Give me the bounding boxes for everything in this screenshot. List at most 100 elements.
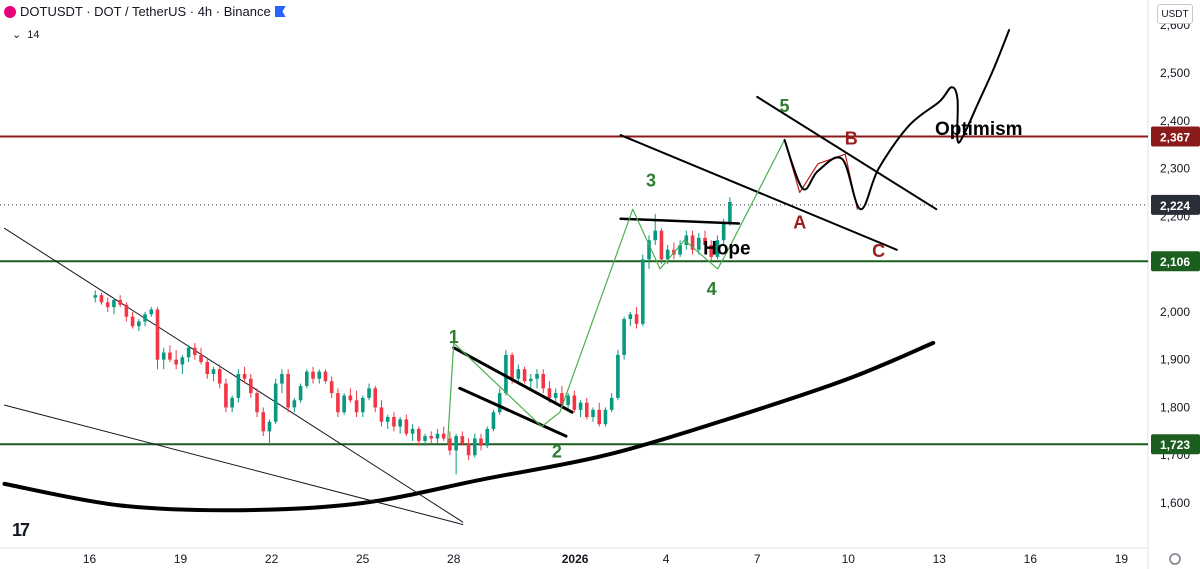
tradingview-logo-icon[interactable]: 17 <box>12 520 30 540</box>
candle-body[interactable] <box>460 436 465 444</box>
candle-body[interactable] <box>553 393 558 398</box>
candle-body[interactable] <box>616 354 620 398</box>
candle-body[interactable] <box>236 374 241 398</box>
chevron-down-icon[interactable]: ⌄ <box>12 29 22 41</box>
candle-body[interactable] <box>130 316 135 327</box>
candle-body[interactable] <box>591 409 595 417</box>
candle-body[interactable] <box>224 383 228 408</box>
candle-body[interactable] <box>466 443 471 456</box>
candle-body[interactable] <box>603 409 608 425</box>
candle-body[interactable] <box>323 371 328 382</box>
candle-body[interactable] <box>435 433 440 439</box>
candle-body[interactable] <box>640 259 645 324</box>
candle-body[interactable] <box>485 428 490 446</box>
settings-gear-icon[interactable] <box>1169 553 1181 565</box>
rounded-bottom-arc[interactable] <box>2 340 936 513</box>
candle-body[interactable] <box>361 397 365 413</box>
candle-body[interactable] <box>684 235 689 245</box>
elliott-wave-path[interactable] <box>447 139 786 444</box>
candle-body[interactable] <box>193 347 197 355</box>
candle-body[interactable] <box>354 400 359 413</box>
falling-channel-lower[interactable] <box>458 386 568 438</box>
candle-body[interactable] <box>242 374 247 379</box>
candle-body[interactable] <box>317 371 322 379</box>
candle-body[interactable] <box>348 395 353 401</box>
candle-body[interactable] <box>566 395 570 406</box>
candle-body[interactable] <box>448 438 452 451</box>
candle-body[interactable] <box>535 374 539 379</box>
candle-body[interactable] <box>392 417 396 427</box>
forecast-projection-path[interactable] <box>783 29 1011 211</box>
candle-body[interactable] <box>217 369 222 384</box>
candle-body[interactable] <box>410 428 415 434</box>
candle-body[interactable] <box>404 419 409 434</box>
candle-body[interactable] <box>634 314 639 324</box>
candle-body[interactable] <box>161 352 166 360</box>
candle-body[interactable] <box>168 352 172 360</box>
candle-body[interactable] <box>423 436 427 441</box>
candle-body[interactable] <box>491 412 496 429</box>
candle-body[interactable] <box>622 319 626 355</box>
candle-body[interactable] <box>703 237 707 245</box>
candle-body[interactable] <box>342 395 346 413</box>
indicators-toggle[interactable]: ⌄ 14 <box>12 28 39 42</box>
candle-body[interactable] <box>367 388 371 398</box>
candle-body[interactable] <box>255 393 259 413</box>
candle-body[interactable] <box>99 295 104 303</box>
candle-body[interactable] <box>510 354 514 379</box>
candle-body[interactable] <box>454 436 458 451</box>
abc-correction-path[interactable] <box>783 139 858 210</box>
candle-body[interactable] <box>112 299 116 308</box>
flag-icon[interactable] <box>274 6 286 17</box>
candle-body[interactable] <box>186 347 191 358</box>
candle-body[interactable] <box>230 397 234 408</box>
price-axis[interactable] <box>1148 0 1200 548</box>
candle-body[interactable] <box>267 421 272 432</box>
candle-body[interactable] <box>398 419 402 427</box>
candle-body[interactable] <box>647 240 651 260</box>
candle-body[interactable] <box>286 374 290 408</box>
candle-body[interactable] <box>547 388 552 398</box>
candle-body[interactable] <box>180 357 185 365</box>
candle-body[interactable] <box>273 383 278 422</box>
downtrend-line-lower[interactable] <box>4 404 464 525</box>
candle-body[interactable] <box>429 436 434 439</box>
candle-body[interactable] <box>149 309 154 315</box>
candle-body[interactable] <box>497 393 502 413</box>
candle-body[interactable] <box>522 369 527 382</box>
candle-body[interactable] <box>298 385 303 401</box>
symbol-title[interactable]: DOTUSDT · DOT / TetherUS · 4h · Binance <box>20 4 271 19</box>
candle-body[interactable] <box>678 245 682 255</box>
downtrend-line-upper[interactable] <box>4 227 464 523</box>
candle-body[interactable] <box>305 371 309 386</box>
symbol-legend[interactable]: DOTUSDT · DOT / TetherUS · 4h · Binance <box>4 4 286 19</box>
candle-body[interactable] <box>329 381 334 394</box>
candle-body[interactable] <box>105 302 110 308</box>
candle-body[interactable] <box>261 412 266 432</box>
candle-body[interactable] <box>709 245 714 257</box>
candle-body[interactable] <box>516 369 521 379</box>
candle-body[interactable] <box>373 388 378 408</box>
candle-body[interactable] <box>479 438 483 446</box>
candle-body[interactable] <box>385 417 390 422</box>
flag-resistance-line[interactable] <box>619 217 741 225</box>
candle-body[interactable] <box>628 314 633 320</box>
candle-body[interactable] <box>441 433 446 439</box>
candle-body[interactable] <box>336 393 340 413</box>
candle-body[interactable] <box>137 321 141 327</box>
candle-body[interactable] <box>205 362 210 374</box>
candle-body[interactable] <box>249 378 253 394</box>
correction-channel-upper[interactable] <box>756 95 938 211</box>
candle-body[interactable] <box>379 407 384 422</box>
candle-body[interactable] <box>690 235 695 250</box>
candle-body[interactable] <box>584 402 589 417</box>
candle-body[interactable] <box>174 359 178 365</box>
currency-selector[interactable]: USDT <box>1157 4 1193 24</box>
candle-body[interactable] <box>211 369 216 374</box>
candle-body[interactable] <box>199 354 203 363</box>
candle-body[interactable] <box>118 299 122 305</box>
candle-body[interactable] <box>416 428 421 441</box>
candle-body[interactable] <box>578 402 583 410</box>
candle-body[interactable] <box>143 314 147 322</box>
